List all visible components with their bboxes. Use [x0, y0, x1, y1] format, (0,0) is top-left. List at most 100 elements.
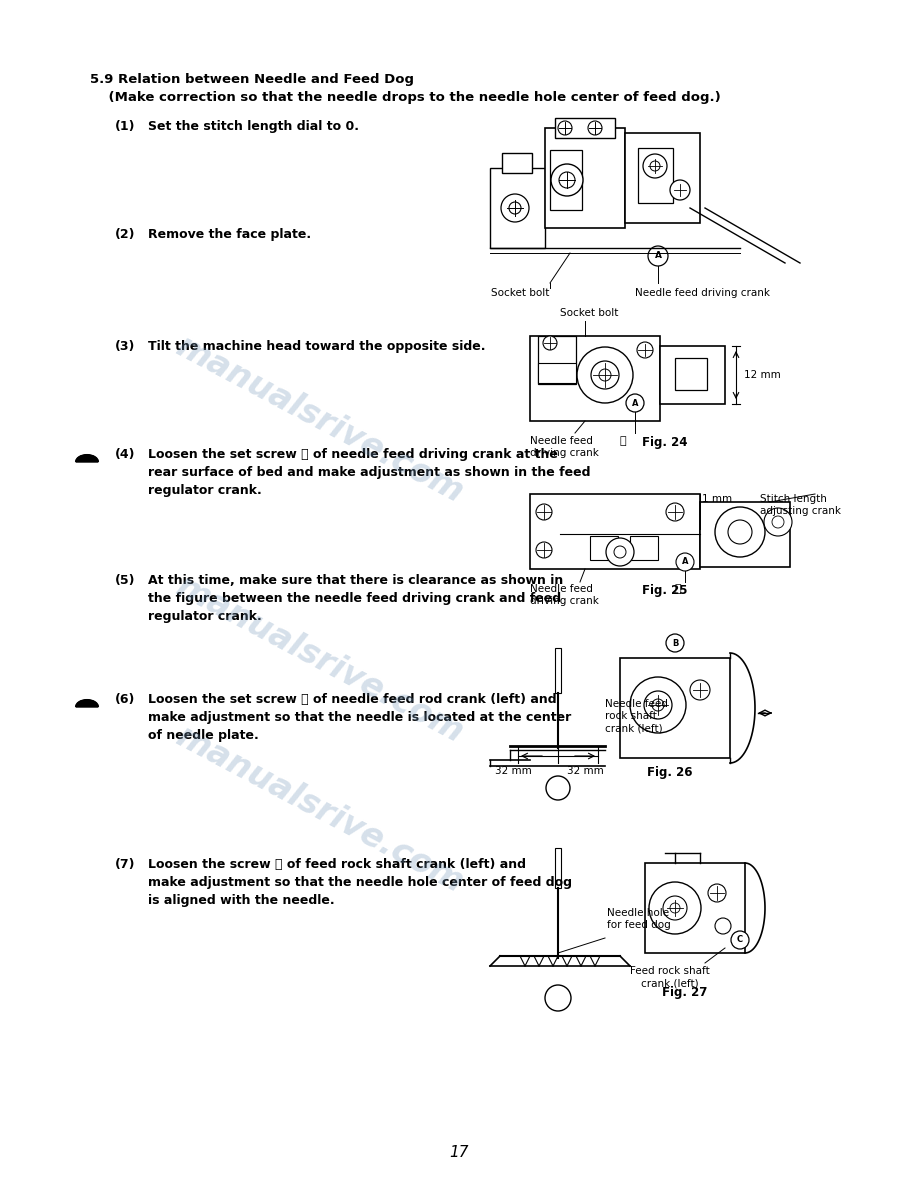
Text: 12 mm: 12 mm [744, 369, 780, 380]
Text: A: A [682, 557, 688, 567]
Circle shape [545, 985, 571, 1011]
Circle shape [626, 394, 644, 412]
Circle shape [559, 172, 575, 188]
Text: Loosen the set screw Ⓑ of needle feed rod crank (left) and
make adjustment so th: Loosen the set screw Ⓑ of needle feed ro… [148, 693, 571, 742]
Circle shape [649, 881, 701, 934]
Text: A: A [655, 252, 662, 260]
Circle shape [690, 680, 710, 700]
Circle shape [606, 538, 634, 565]
Text: Needle feed
driving crank: Needle feed driving crank [530, 436, 599, 459]
Text: Stitch length
adjusting crank: Stitch length adjusting crank [760, 494, 841, 517]
Text: Fig. 27: Fig. 27 [662, 986, 708, 999]
Text: Fig. 25: Fig. 25 [643, 584, 688, 598]
Bar [490, 168, 545, 248]
Circle shape [614, 546, 626, 558]
Text: At this time, make sure that there is clearance as shown in
the figure between t: At this time, make sure that there is cl… [148, 574, 564, 623]
Bar [630, 536, 658, 560]
Text: Needle feed
rock shaft
crank (left): Needle feed rock shaft crank (left) [605, 699, 668, 733]
Circle shape [764, 508, 792, 536]
Text: Loosen the set screw Ⓐ of needle feed driving crank at the
rear surface of bed a: Loosen the set screw Ⓐ of needle feed dr… [148, 448, 590, 497]
Text: manualsrive.com: manualsrive.com [171, 330, 469, 510]
Bar [555, 848, 561, 887]
Bar [530, 336, 660, 421]
Text: Ⓐ: Ⓐ [675, 584, 681, 594]
Circle shape [666, 634, 684, 652]
Text: Remove the face plate.: Remove the face plate. [148, 228, 311, 241]
Circle shape [588, 121, 602, 135]
Text: (2): (2) [115, 228, 136, 241]
Circle shape [650, 162, 660, 171]
Text: Needle hole
for feed dog: Needle hole for feed dog [607, 908, 671, 930]
Text: (7): (7) [115, 858, 136, 871]
Text: 32 mm: 32 mm [566, 766, 603, 776]
Bar [555, 118, 615, 138]
Text: manualsrive.com: manualsrive.com [171, 720, 469, 901]
Circle shape [577, 347, 633, 403]
Bar [502, 153, 532, 173]
Circle shape [652, 699, 664, 710]
Bar [545, 128, 625, 228]
Bar [538, 364, 576, 383]
Circle shape [708, 884, 726, 902]
Text: A: A [632, 398, 638, 407]
Text: (1): (1) [115, 120, 136, 133]
Bar [530, 494, 700, 569]
Text: (3): (3) [115, 340, 135, 353]
Text: Feed rock shaft
crank (left): Feed rock shaft crank (left) [630, 966, 710, 988]
Bar [555, 647, 561, 693]
Text: Tilt the machine head toward the opposite side.: Tilt the machine head toward the opposit… [148, 340, 486, 353]
Text: 5.9 Relation between Needle and Feed Dog: 5.9 Relation between Needle and Feed Dog [90, 72, 414, 86]
Circle shape [676, 552, 694, 571]
Text: Needle feed
driving crank: Needle feed driving crank [530, 584, 599, 606]
Circle shape [536, 542, 552, 558]
Text: Fig. 24: Fig. 24 [643, 436, 688, 449]
Circle shape [715, 918, 731, 934]
Bar [638, 148, 673, 203]
Circle shape [670, 181, 690, 200]
Text: 1 mm: 1 mm [702, 494, 733, 504]
Text: (Make correction so that the needle drops to the needle hole center of feed dog.: (Make correction so that the needle drop… [90, 91, 721, 105]
Bar [550, 150, 582, 210]
Circle shape [637, 342, 653, 358]
Circle shape [546, 776, 570, 800]
Bar [538, 336, 576, 384]
Text: manualsrive.com: manualsrive.com [171, 570, 469, 750]
Text: Socket bolt: Socket bolt [560, 308, 619, 318]
Circle shape [643, 154, 667, 178]
Circle shape [663, 896, 687, 920]
Circle shape [558, 121, 572, 135]
Polygon shape [76, 455, 98, 462]
Circle shape [648, 246, 668, 266]
Text: (6): (6) [115, 693, 135, 706]
Circle shape [630, 677, 686, 733]
Text: Set the stitch length dial to 0.: Set the stitch length dial to 0. [148, 120, 359, 133]
Bar [675, 358, 707, 390]
Circle shape [731, 931, 749, 949]
Text: (5): (5) [115, 574, 136, 587]
Text: C: C [737, 935, 743, 944]
Bar [645, 862, 745, 953]
Polygon shape [76, 700, 98, 707]
Circle shape [591, 361, 619, 388]
Circle shape [728, 520, 752, 544]
Circle shape [509, 202, 521, 214]
Circle shape [670, 903, 680, 914]
Bar [590, 536, 618, 560]
Text: 17: 17 [449, 1145, 469, 1159]
Circle shape [501, 194, 529, 222]
Circle shape [599, 369, 611, 381]
Bar [660, 346, 725, 404]
Circle shape [536, 504, 552, 520]
Bar [620, 658, 730, 758]
Text: Ⓐ: Ⓐ [620, 436, 626, 446]
Text: Needle feed driving crank: Needle feed driving crank [635, 287, 770, 298]
Circle shape [772, 516, 784, 527]
Circle shape [666, 503, 684, 522]
Circle shape [543, 336, 557, 350]
Circle shape [551, 164, 583, 196]
Bar [625, 133, 700, 223]
Text: 32 mm: 32 mm [495, 766, 532, 776]
Text: B: B [672, 638, 678, 647]
Text: Fig. 26: Fig. 26 [647, 766, 693, 779]
Circle shape [644, 691, 672, 719]
